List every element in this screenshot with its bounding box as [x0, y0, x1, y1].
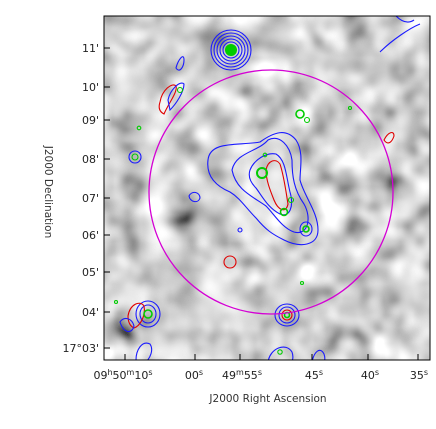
y-axis: 11' 10' 09' 08' 07' 06' 05' 04' 17°03' — [62, 42, 110, 355]
contour-small-red-a — [223, 255, 237, 269]
contour-bottom-right-red — [281, 309, 293, 321]
x-tick-49m55s: 49m55s — [222, 368, 262, 382]
contour-left-green-e — [113, 299, 119, 305]
contour-left-blue-a — [175, 56, 185, 71]
contour-central-blue-inner — [248, 153, 293, 216]
y-axis-title: J2000 Declination — [42, 145, 54, 239]
x-axis: 09h50m10s 00s 49m55s 45s 40s 35s — [93, 354, 428, 382]
x-tick-35s: 35s — [410, 368, 428, 382]
contour-bottom-left-source — [135, 300, 161, 328]
contour-bottom-right-source — [274, 303, 300, 327]
contour-central-blue-mid — [231, 138, 309, 234]
y-tick-05: 05' — [82, 266, 99, 279]
y-tick-09: 09' — [82, 114, 99, 127]
plot-frame — [103, 15, 431, 361]
y-tick-06: 06' — [82, 229, 99, 242]
contour-right-blue-small — [299, 221, 313, 237]
aperture-circle — [148, 69, 394, 315]
contour-bottom-left-green — [143, 309, 153, 319]
contour-bottom-left-red — [127, 302, 145, 329]
contour-ur-green-c — [347, 105, 353, 111]
contour-left-green-b — [176, 86, 184, 94]
contour-bottom-edge-a — [135, 342, 153, 360]
y-tick-11: 11' — [82, 42, 99, 55]
x-tick-00s: 00s — [185, 368, 203, 382]
y-tick-07: 07' — [82, 192, 99, 205]
contour-left-green-c — [131, 153, 139, 161]
contour-left-red-a — [158, 84, 177, 115]
contour-central-green-c — [287, 196, 295, 204]
contour-central-green-b — [279, 207, 289, 217]
contour-ur-green-b — [303, 116, 311, 124]
y-tick-10: 10' — [82, 81, 99, 94]
contour-left-green-d — [136, 125, 142, 131]
contour-central-blue-outer — [207, 132, 319, 246]
contour-bottom-edge-c — [311, 349, 326, 360]
x-tick-40s: 40s — [361, 368, 379, 382]
contour-top-source-green — [225, 44, 237, 56]
x-axis-title: J2000 Right Ascension — [208, 393, 326, 405]
contour-left-blue-c — [128, 150, 142, 164]
x-tick-45s: 45s — [305, 368, 323, 382]
contour-central-green-d — [262, 152, 268, 158]
contour-bottom-left-blue-b — [119, 317, 135, 333]
contour-small-blue-a — [188, 191, 201, 203]
y-tick-08: 08' — [82, 153, 99, 166]
contour-bottom-edge-green — [277, 349, 283, 355]
contour-bottom-edge-b — [267, 346, 294, 360]
contours — [113, 16, 421, 360]
y-tick-03: 17°03' — [62, 342, 99, 355]
sky-image — [104, 16, 430, 360]
contour-ur-green-a — [295, 109, 305, 119]
contour-small-blue-b — [237, 227, 243, 233]
contour-right-green-small — [302, 225, 310, 233]
contour-central-red — [265, 160, 289, 211]
contour-central-green-a — [256, 167, 268, 179]
contour-ur-red — [383, 131, 395, 144]
x-tick-09h50m10s: 09h50m10s — [93, 368, 152, 382]
contour-top-right-blue — [379, 16, 421, 53]
contour-left-blue-b — [167, 82, 185, 112]
contour-bottom-green-small — [299, 280, 305, 286]
y-tick-04: 04' — [82, 306, 99, 319]
contour-top-source — [210, 29, 252, 71]
